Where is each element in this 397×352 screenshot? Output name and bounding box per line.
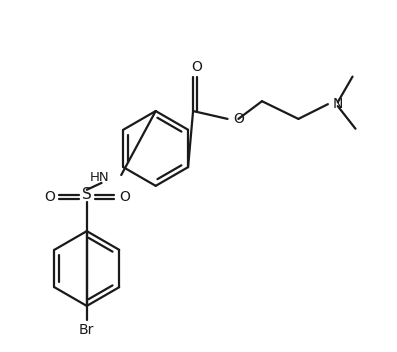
- Text: O: O: [233, 112, 244, 126]
- Text: O: O: [44, 190, 55, 204]
- Text: S: S: [82, 187, 92, 202]
- Text: HN: HN: [90, 171, 110, 184]
- Text: O: O: [119, 190, 130, 204]
- Text: Br: Br: [79, 322, 94, 337]
- Text: N: N: [333, 97, 343, 111]
- Text: O: O: [192, 60, 202, 74]
